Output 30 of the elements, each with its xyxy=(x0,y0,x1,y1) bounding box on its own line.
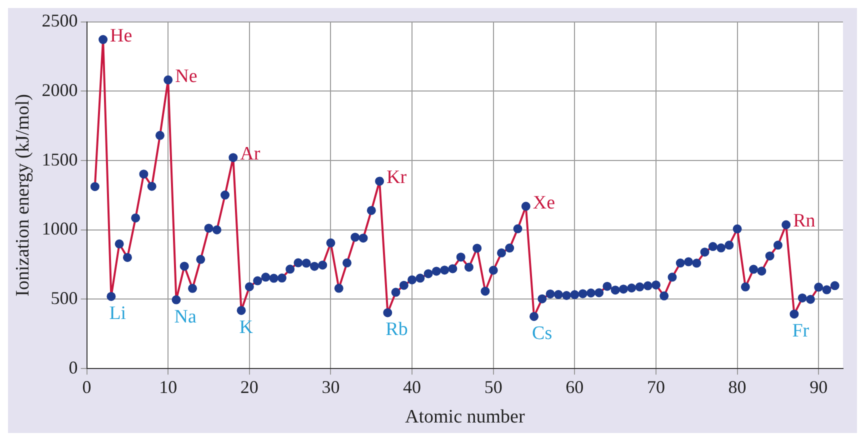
annotation: Li xyxy=(109,302,126,324)
y-axis-title: Ionization energy (kJ/mol) xyxy=(12,94,34,296)
x-tick-label: 40 xyxy=(403,377,422,398)
y-tick-label: 0 xyxy=(68,357,78,378)
x-tick-label: 10 xyxy=(159,377,178,398)
annotation: Ne xyxy=(175,66,198,87)
x-tick-label: 50 xyxy=(484,377,502,398)
annotation: He xyxy=(110,26,132,47)
annotation: Na xyxy=(174,306,197,328)
x-tick-label: 0 xyxy=(82,377,92,398)
annotation: Xe xyxy=(532,192,556,214)
x-tick-label: 70 xyxy=(646,377,665,398)
annotation: Kr xyxy=(386,167,408,188)
annotation: Fr xyxy=(792,320,810,342)
x-tick-label: 80 xyxy=(728,377,746,398)
annotation: Ar xyxy=(240,144,261,165)
annotation: Cs xyxy=(532,322,552,344)
y-tick-label: 1500 xyxy=(42,149,78,170)
x-tick-label: 20 xyxy=(240,377,258,398)
annotation: K xyxy=(239,316,254,338)
x-tick-label: 90 xyxy=(810,377,828,398)
y-tick-label: 500 xyxy=(50,288,78,308)
y-tick-label: 2000 xyxy=(42,80,78,100)
annotation: Rb xyxy=(386,319,408,340)
y-tick-label: 2500 xyxy=(42,10,78,31)
x-axis-title: Atomic number xyxy=(405,406,526,428)
y-tick-label: 1000 xyxy=(42,218,78,239)
x-tick-label: 30 xyxy=(322,377,340,398)
x-tick-label: 60 xyxy=(566,377,584,398)
annotation: Rn xyxy=(793,210,816,232)
